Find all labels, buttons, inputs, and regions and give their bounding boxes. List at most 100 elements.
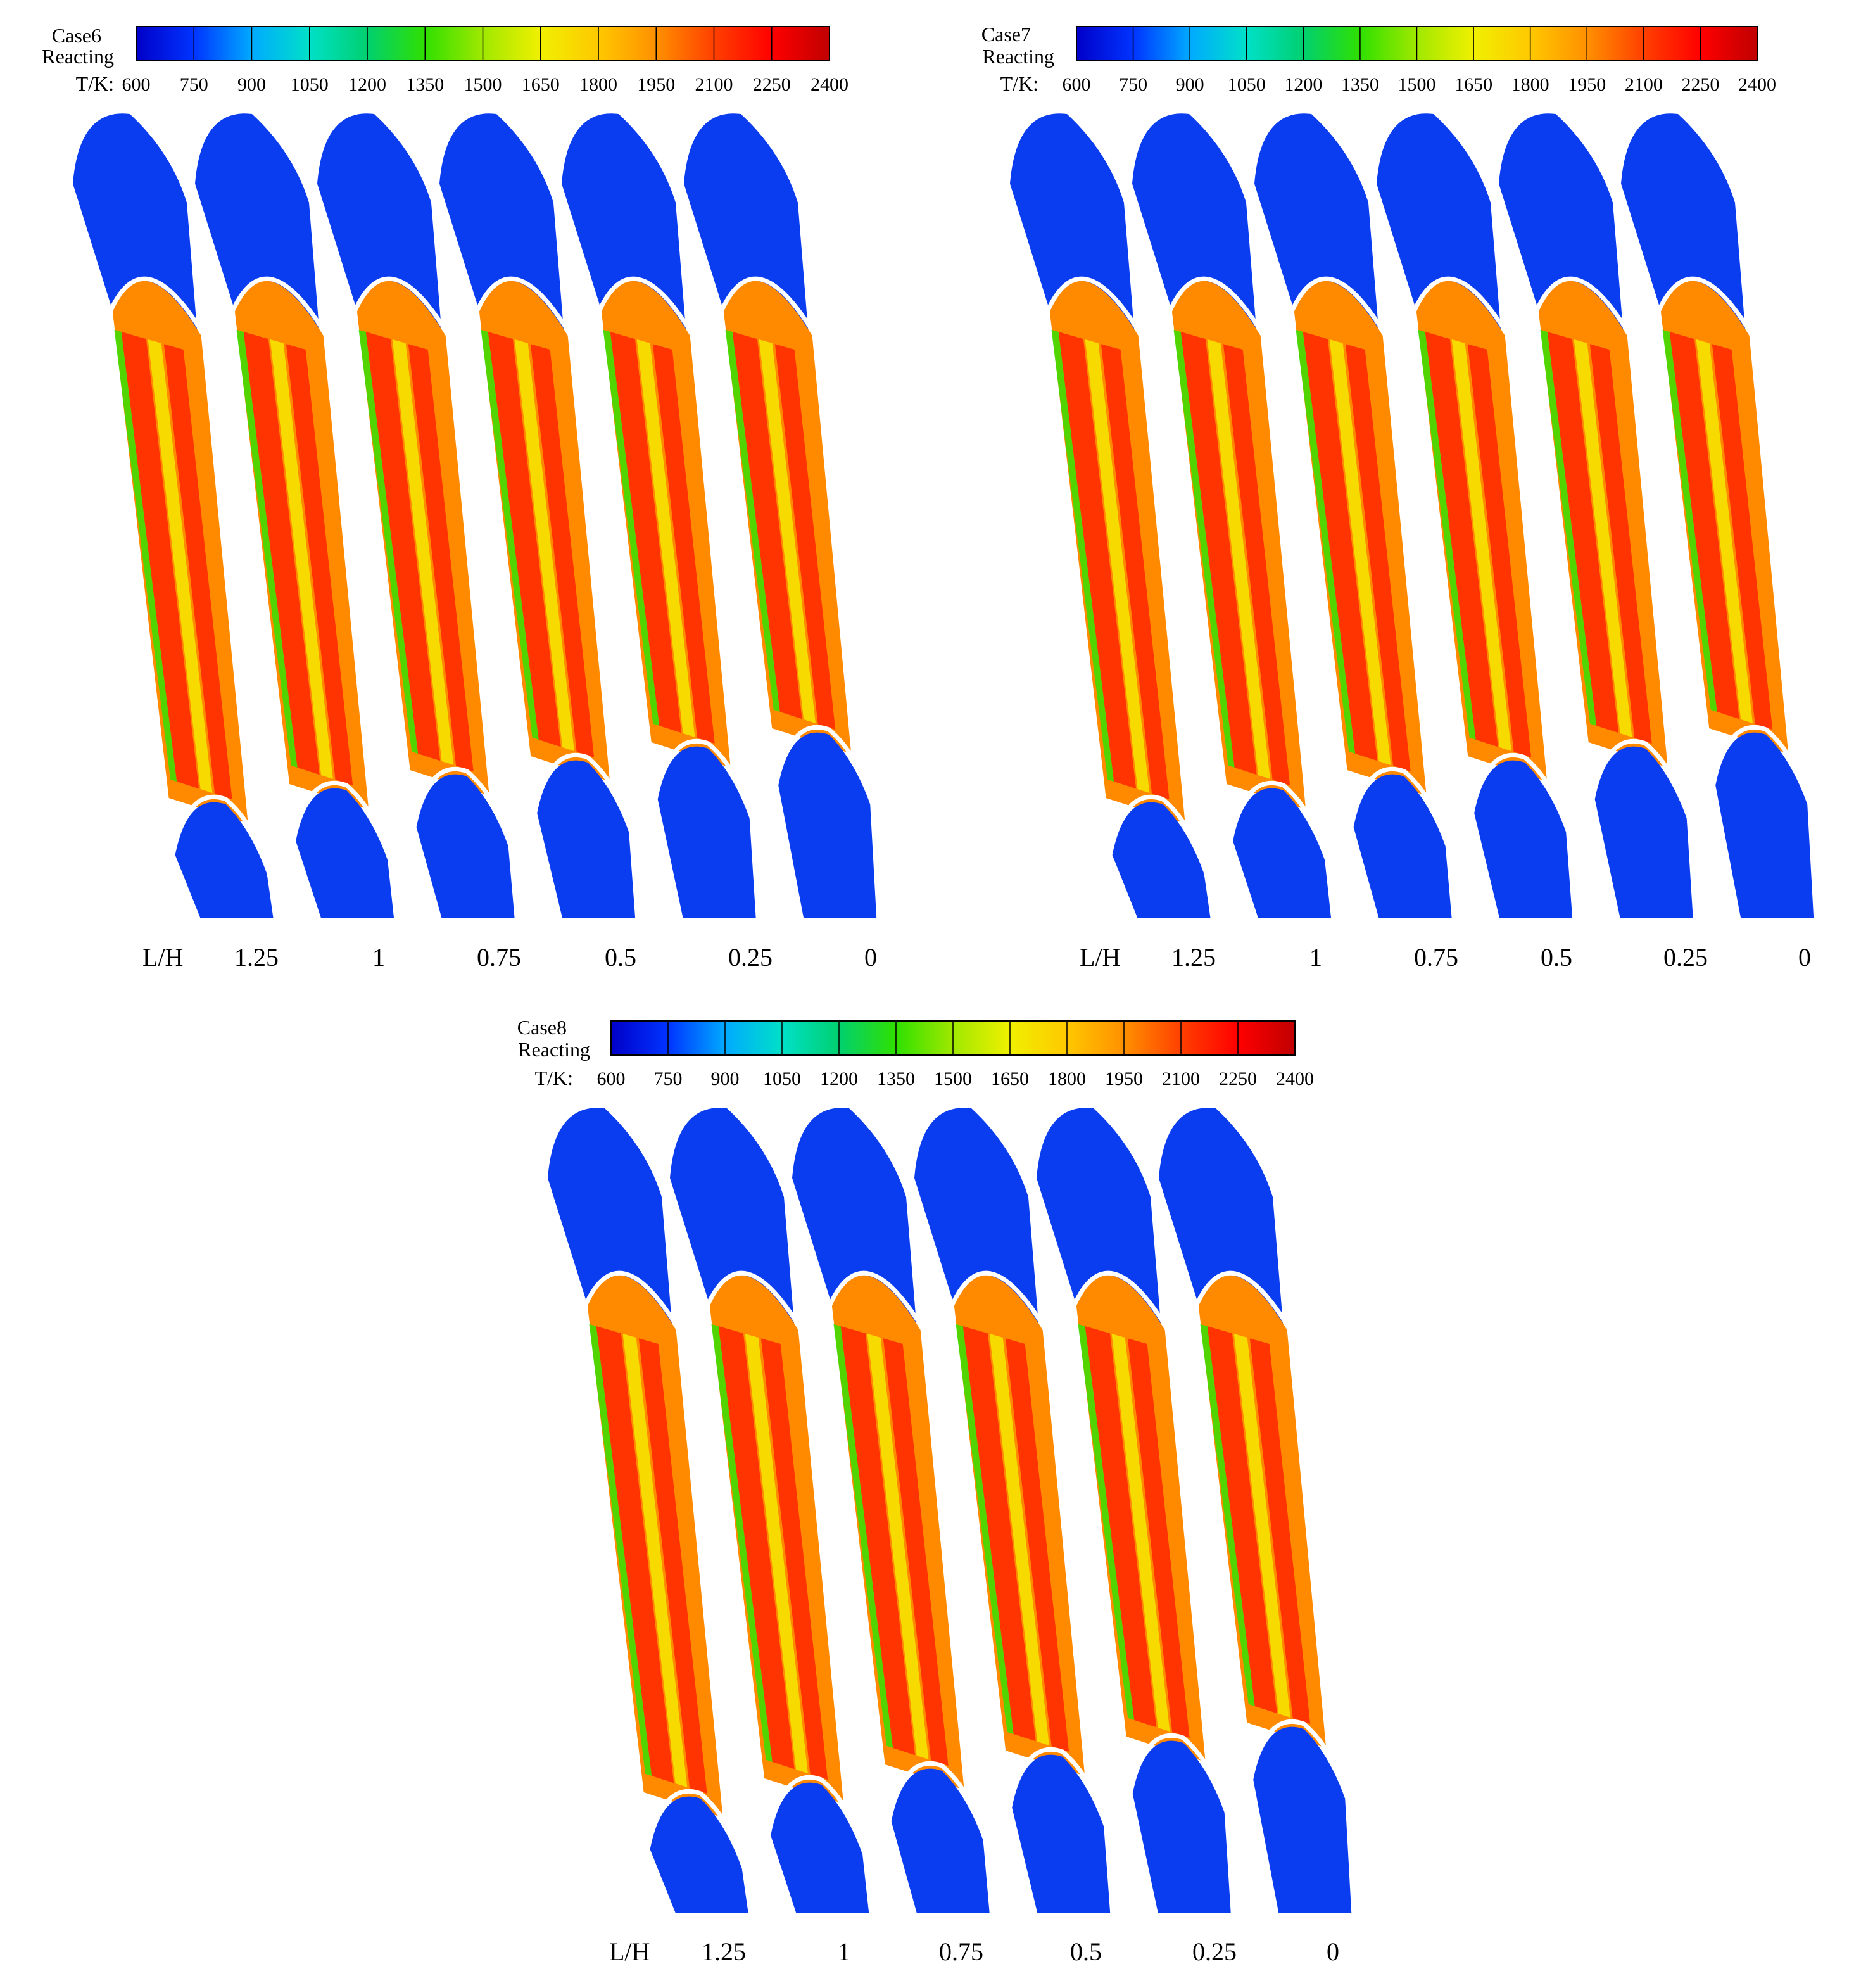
- lh-value: 0.5: [1070, 1937, 1102, 1966]
- lh-value: 1.25: [702, 1937, 746, 1966]
- blade-passage: [670, 1108, 869, 1913]
- colorbar: [610, 1020, 1296, 1056]
- colorbar-tick-label: 1200: [348, 74, 386, 95]
- blade-passage: [562, 113, 756, 918]
- colorbar-tick-label: 1950: [1568, 74, 1606, 95]
- lh-label: L/H: [609, 1937, 650, 1966]
- lh-value: 0.5: [1541, 943, 1572, 972]
- colorbar-tick-label: 2100: [695, 74, 733, 95]
- colorbar-tick-label: 1350: [877, 1068, 915, 1089]
- axis-label: T/K:: [1000, 72, 1038, 95]
- case-label: Case8: [517, 1016, 567, 1039]
- lh-value: 0.75: [1414, 943, 1458, 972]
- colorbar-tick-label: 1500: [1398, 74, 1436, 95]
- blade-passage: [684, 113, 877, 918]
- blade-passage: [1132, 113, 1332, 918]
- colorbar-tick-label: 600: [597, 1068, 626, 1089]
- lh-value: 0.5: [605, 943, 636, 972]
- lh-label: L/H: [1080, 943, 1120, 972]
- colorbar-legend: Case8 Reacting T/K: 600 750 900 1050 1200 135…: [517, 1016, 1314, 1089]
- colorbar-tick-label: 2100: [1625, 74, 1663, 95]
- temperature-contours: [1010, 113, 1814, 918]
- colorbar-legend: Case7 Reacting T/K: 600 750 900 1050 1200 135…: [981, 23, 1776, 95]
- lh-value: 1.25: [1171, 943, 1216, 972]
- blade-passage: [1037, 1108, 1231, 1913]
- axis-label: T/K:: [76, 72, 114, 95]
- colorbar-tick-label: 600: [122, 74, 151, 95]
- colorbar-tick-label: 2250: [1219, 1068, 1257, 1089]
- colorbar: [136, 26, 830, 61]
- lh-value: 1: [372, 943, 385, 972]
- colorbar-tick-label: 2400: [1276, 1068, 1314, 1089]
- lh-value: 0: [1327, 1937, 1339, 1966]
- blade-passage: [1377, 113, 1573, 918]
- blade-passage: [439, 113, 636, 918]
- blade-passage: [1621, 113, 1814, 918]
- lh-axis: L/H 1.25 1 0.75 0.5 0.25 0: [609, 1937, 1339, 1966]
- lh-value: 0: [864, 943, 877, 972]
- lh-value: 0.25: [728, 943, 773, 972]
- colorbar-tick-label: 1500: [934, 1068, 972, 1089]
- colorbar-tick-label: 1200: [820, 1068, 858, 1089]
- colorbar-tick-label: 2250: [1681, 74, 1719, 95]
- colorbar-tick-label: 2250: [753, 74, 791, 95]
- colorbar-legend: Case6 Reacting T/K: 600 750 900 1050 1200 135…: [42, 24, 848, 95]
- state-label: Reacting: [982, 45, 1054, 68]
- lh-value: 1.25: [234, 943, 279, 972]
- lh-value: 0.25: [1663, 943, 1708, 972]
- state-label: Reacting: [42, 45, 114, 68]
- blade-passage: [317, 113, 515, 918]
- blade-passage: [548, 1108, 748, 1913]
- colorbar-tick-label: 750: [654, 1068, 683, 1089]
- lh-value: 0.75: [477, 943, 521, 972]
- colorbar-tick-label: 2400: [1738, 74, 1776, 95]
- panel-case7: Case7 Reacting T/K: 600 750 900 1050 1200 135…: [981, 23, 1814, 972]
- lh-value: 1: [1309, 943, 1322, 972]
- colorbar-tick-label: 1800: [1048, 1068, 1086, 1089]
- lh-value: 0: [1798, 943, 1811, 972]
- colorbar-tick-label: 750: [180, 74, 208, 95]
- blade-passage: [914, 1108, 1111, 1913]
- colorbar-tick-label: 1800: [579, 74, 617, 95]
- blade-passage: [1254, 113, 1452, 918]
- blade-passage: [73, 113, 274, 918]
- colorbar-tick-label: 1050: [291, 74, 329, 95]
- colorbar-tick-label: 1200: [1284, 74, 1322, 95]
- blade-passage: [1159, 1108, 1352, 1913]
- panel-case8: Case8 Reacting T/K: 600 750 900 1050 1200 135…: [517, 1016, 1352, 1966]
- case-label: Case7: [981, 23, 1031, 46]
- colorbar-tick-label: 1500: [464, 74, 502, 95]
- blade-passage: [195, 113, 394, 918]
- colorbar-ticks: 600 750 900 1050 1200 1350 1500 1650 1800 1950 210…: [597, 1068, 1315, 1089]
- blade-passage: [1499, 113, 1693, 918]
- lh-axis: L/H 1.25 1 0.75 0.5 0.25 0: [1080, 943, 1811, 972]
- colorbar-tick-label: 1650: [522, 74, 560, 95]
- colorbar-tick-label: 900: [711, 1068, 740, 1089]
- blade-passage: [792, 1108, 990, 1913]
- colorbar-tick-label: 1950: [637, 74, 675, 95]
- lh-value: 0.25: [1192, 1937, 1237, 1966]
- colorbar-tick-label: 1350: [1341, 74, 1379, 95]
- state-label: Reacting: [518, 1038, 590, 1061]
- axis-label: T/K:: [535, 1067, 573, 1089]
- colorbar-tick-label: 600: [1063, 74, 1091, 95]
- lh-label: L/H: [142, 943, 183, 972]
- colorbar-tick-label: 1050: [763, 1068, 801, 1089]
- lh-value: 0.75: [939, 1937, 983, 1966]
- case-label: Case6: [52, 24, 101, 47]
- lh-axis: L/H 1.25 1 0.75 0.5 0.25 0: [142, 943, 877, 972]
- colorbar-tick-label: 1650: [1454, 74, 1492, 95]
- blade-passage: [1010, 113, 1211, 918]
- lh-value: 1: [838, 1937, 850, 1966]
- colorbar: [1076, 26, 1758, 61]
- colorbar-tick-label: 2100: [1162, 1068, 1200, 1089]
- colorbar-tick-label: 750: [1119, 74, 1147, 95]
- colorbar-tick-label: 1800: [1511, 74, 1549, 95]
- colorbar-tick-label: 1650: [991, 1068, 1029, 1089]
- colorbar-tick-label: 900: [237, 74, 266, 95]
- colorbar-tick-label: 1050: [1228, 74, 1266, 95]
- colorbar-tick-label: 900: [1176, 74, 1204, 95]
- colorbar-tick-label: 2400: [811, 74, 848, 95]
- temperature-contours: [548, 1108, 1352, 1913]
